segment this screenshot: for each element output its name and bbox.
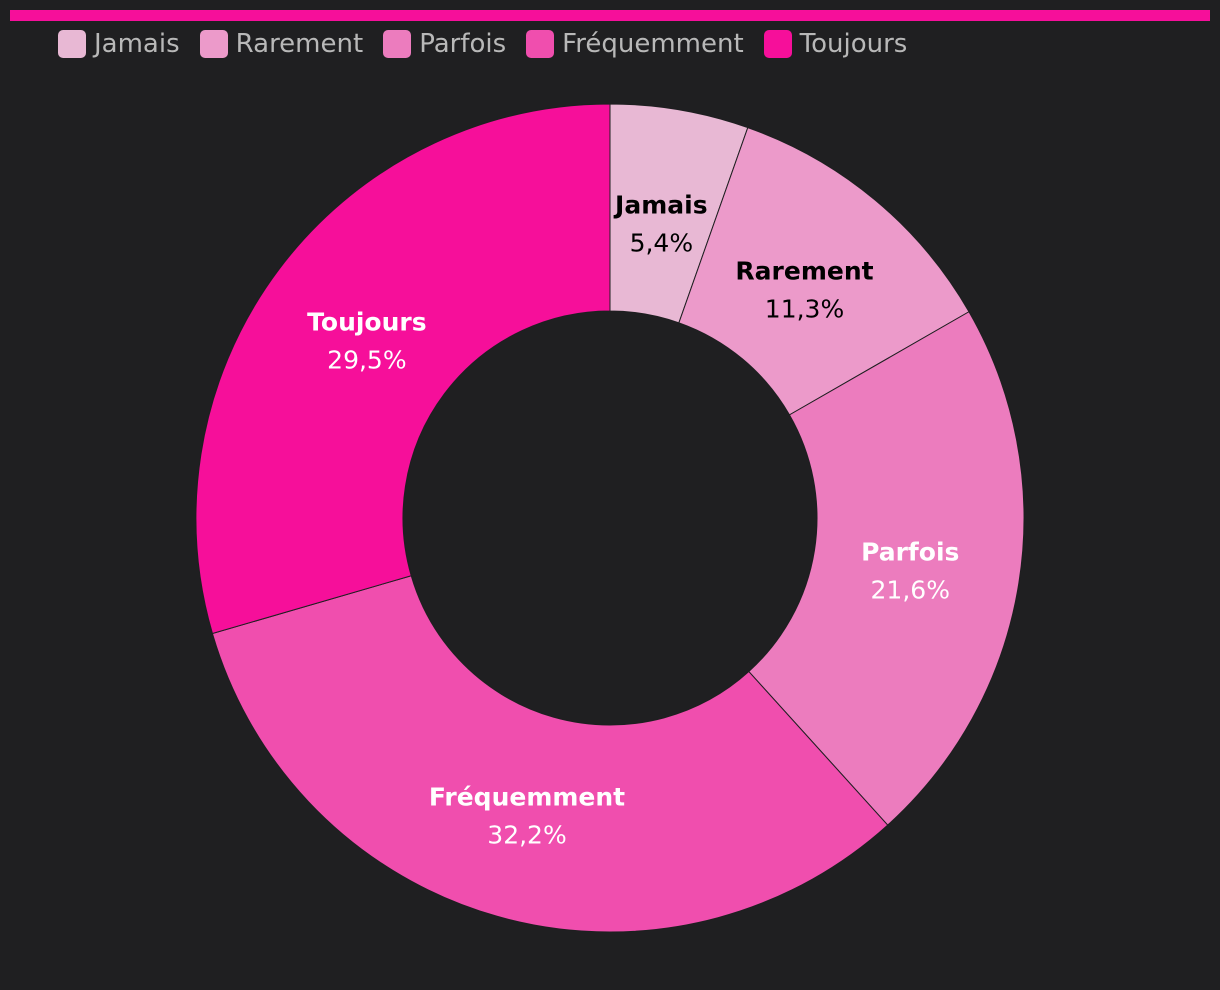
- legend-swatch-jamais: [58, 30, 86, 58]
- legend-label-parfois: Parfois: [419, 29, 507, 59]
- slice-frequemment[interactable]: [211, 575, 889, 933]
- legend-label-frequemment: Fréquemment: [562, 29, 744, 59]
- legend-label-rarement: Rarement: [235, 29, 364, 59]
- slice-label-frequemment: Fréquemment: [429, 782, 625, 811]
- legend-item-rarement[interactable]: Rarement: [199, 29, 364, 59]
- slice-value-rarement: 11,3%: [765, 294, 844, 323]
- legend-item-jamais[interactable]: Jamais: [58, 30, 180, 58]
- slice-toujours[interactable]: [195, 103, 611, 635]
- slice-label-toujours: Toujours: [307, 307, 426, 336]
- legend-label-toujours: Toujours: [799, 29, 908, 59]
- legend-item-toujours[interactable]: Toujours: [763, 29, 908, 59]
- legend-item-frequemment[interactable]: Fréquemment: [526, 29, 744, 59]
- slice-parfois[interactable]: [748, 311, 1025, 826]
- legend-swatch-rarement: [199, 30, 228, 58]
- legend-label-jamais: Jamais: [94, 29, 180, 59]
- slice-value-toujours: 29,5%: [327, 345, 406, 374]
- legend-item-parfois[interactable]: Parfois: [383, 30, 506, 58]
- slice-label-jamais: Jamais: [613, 190, 708, 219]
- slice-value-jamais: 5,4%: [630, 228, 694, 257]
- accent-bar: [10, 10, 1210, 21]
- chart-legend: Jamais Rarement Parfois Fréquemment Touj…: [58, 28, 907, 60]
- legend-swatch-frequemment: [526, 30, 555, 58]
- legend-swatch-parfois: [383, 30, 412, 58]
- slice-rarement[interactable]: [678, 126, 970, 416]
- slice-label-rarement: Rarement: [735, 256, 873, 285]
- slice-value-parfois: 21,6%: [871, 576, 950, 605]
- slice-value-frequemment: 32,2%: [487, 820, 566, 849]
- slice-label-parfois: Parfois: [861, 538, 959, 567]
- legend-swatch-toujours: [763, 30, 792, 58]
